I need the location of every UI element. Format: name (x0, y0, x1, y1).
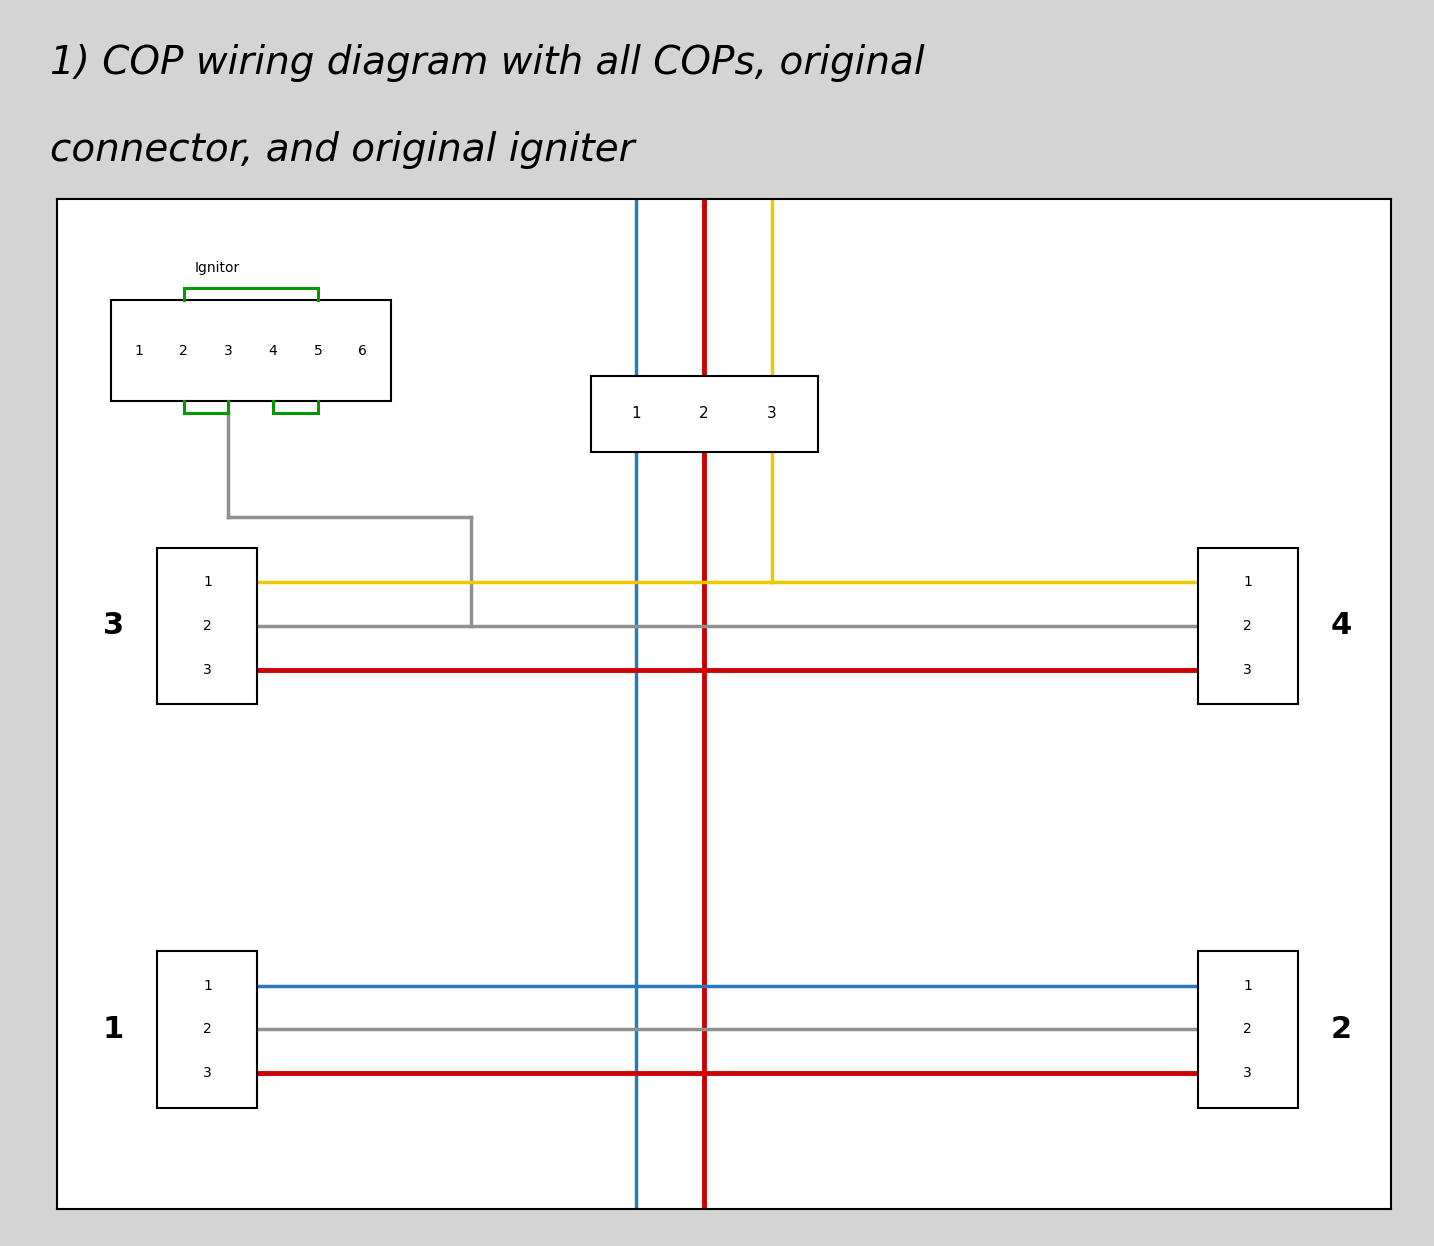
Text: 3: 3 (1243, 1067, 1252, 1080)
Text: 1: 1 (1243, 574, 1252, 589)
Text: connector, and original igniter: connector, and original igniter (50, 131, 635, 168)
Text: 1: 1 (103, 1015, 123, 1044)
Text: Ignitor: Ignitor (195, 262, 239, 275)
Text: 3: 3 (103, 612, 123, 640)
Text: 2: 2 (204, 619, 212, 633)
Text: 5: 5 (314, 344, 323, 358)
Bar (158, 951, 258, 1108)
Text: 3: 3 (224, 344, 232, 358)
Text: 2: 2 (1331, 1015, 1352, 1044)
Bar (158, 547, 258, 704)
Text: 4: 4 (268, 344, 278, 358)
Text: 1: 1 (631, 406, 641, 421)
Text: 3: 3 (204, 1067, 212, 1080)
Bar (1197, 547, 1298, 704)
Text: 1: 1 (204, 978, 212, 993)
Text: 4: 4 (1331, 612, 1352, 640)
Text: 1: 1 (204, 574, 212, 589)
Text: 2: 2 (204, 1023, 212, 1037)
Text: 1: 1 (135, 344, 143, 358)
Bar (591, 376, 817, 451)
Text: 2: 2 (179, 344, 188, 358)
Text: 3: 3 (1243, 663, 1252, 677)
Bar (1197, 951, 1298, 1108)
Text: 2: 2 (1243, 619, 1252, 633)
Text: 2: 2 (1243, 1023, 1252, 1037)
Text: 2: 2 (700, 406, 708, 421)
Text: 3: 3 (204, 663, 212, 677)
Text: 1) COP wiring diagram with all COPs, original: 1) COP wiring diagram with all COPs, ori… (50, 44, 925, 81)
Text: 1: 1 (1243, 978, 1252, 993)
Text: 6: 6 (358, 344, 367, 358)
Text: 3: 3 (767, 406, 777, 421)
Bar (110, 300, 390, 401)
